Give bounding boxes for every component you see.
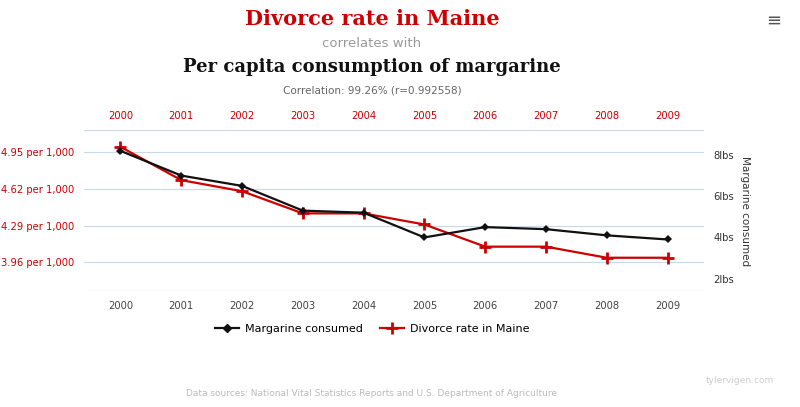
Text: correlates with: correlates with: [322, 37, 422, 50]
Y-axis label: Margarine consumed: Margarine consumed: [740, 155, 750, 266]
Text: Data sources: National Vital Statistics Reports and U.S. Department of Agricultu: Data sources: National Vital Statistics …: [186, 389, 558, 398]
Text: Correlation: 99.26% (r=0.992558): Correlation: 99.26% (r=0.992558): [282, 85, 462, 96]
Text: ≡: ≡: [766, 11, 781, 29]
Text: Per capita consumption of margarine: Per capita consumption of margarine: [183, 58, 561, 76]
Text: tylervigen.com: tylervigen.com: [706, 376, 774, 385]
Legend: Margarine consumed, Divorce rate in Maine: Margarine consumed, Divorce rate in Main…: [210, 319, 534, 338]
Text: Divorce rate in Maine: Divorce rate in Maine: [245, 9, 499, 29]
